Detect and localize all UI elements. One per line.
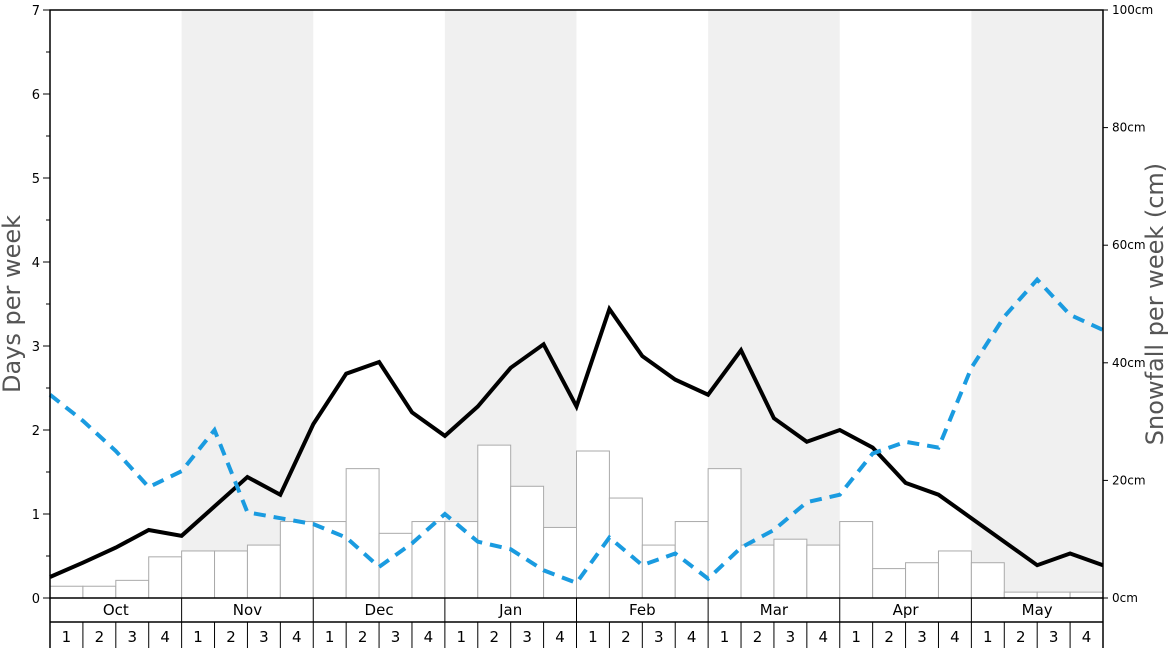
month-shading <box>181 10 1103 598</box>
left-tick-label: 4 <box>32 256 40 271</box>
right-tick-label: 100cm <box>1112 3 1153 17</box>
left-tick-label: 6 <box>32 88 40 103</box>
snowfall-bar <box>345 468 380 599</box>
left-tick-label: 3 <box>32 340 40 355</box>
left-tick-label: 5 <box>32 172 40 187</box>
snowfall-bar <box>477 444 512 599</box>
week-label: 1 <box>851 628 861 646</box>
week-label: 1 <box>457 628 467 646</box>
month-label: Nov <box>233 601 262 619</box>
snowfall-bar <box>543 526 577 599</box>
right-tick-label: 20cm <box>1112 473 1146 487</box>
left-tick-label: 7 <box>32 4 40 19</box>
snowfall-bar <box>1036 591 1071 599</box>
snowfall-bar <box>214 550 248 599</box>
snowfall-bar <box>1069 591 1104 599</box>
week-label: 2 <box>95 628 105 646</box>
line-series <box>48 276 1104 586</box>
right-tick-label: 40cm <box>1112 356 1146 370</box>
week-label: 2 <box>1016 628 1026 646</box>
right-tick-label: 0cm <box>1112 591 1138 605</box>
snowfall-bar <box>970 562 1005 599</box>
week-label: 2 <box>226 628 236 646</box>
snowfall-bar <box>773 538 808 599</box>
solid-series-line <box>49 304 1104 579</box>
snowfall-bar <box>49 585 84 599</box>
week-label: 1 <box>983 628 993 646</box>
month-label: Dec <box>365 601 394 619</box>
month-label: Feb <box>629 601 656 619</box>
snowfall-bar <box>115 579 150 599</box>
week-label: 1 <box>588 628 598 646</box>
snowfall-bar <box>872 568 907 599</box>
week-label: 1 <box>720 628 730 646</box>
month-label: May <box>1022 601 1053 619</box>
week-label: 3 <box>1049 628 1059 646</box>
week-label: 4 <box>687 628 697 646</box>
snowfall-bar <box>839 521 874 599</box>
snowfall-bar <box>937 550 972 599</box>
month-label: Oct <box>103 601 129 619</box>
snowfall-bar <box>246 544 281 599</box>
week-label: 4 <box>1082 628 1092 646</box>
week-label: 4 <box>160 628 170 646</box>
month-label: Apr <box>893 601 920 619</box>
week-label: 1 <box>193 628 203 646</box>
week-label: 3 <box>654 628 664 646</box>
week-label: 4 <box>292 628 302 646</box>
dashed-series-line <box>48 276 1104 586</box>
snowfall-bar <box>641 544 676 599</box>
snowfall-bar <box>312 521 347 599</box>
right-tick-label: 60cm <box>1112 238 1146 252</box>
left-tick-label: 2 <box>32 424 40 439</box>
week-label: 3 <box>259 628 269 646</box>
week-label: 4 <box>819 628 829 646</box>
week-label: 1 <box>325 628 335 646</box>
week-label: 4 <box>555 628 565 646</box>
snowfall-bar <box>510 485 545 599</box>
snowfall-bar <box>905 562 939 599</box>
right-axis-label: Snowfall per week (cm) <box>1141 163 1168 445</box>
week-label: 2 <box>489 628 499 646</box>
week-label: 2 <box>358 628 368 646</box>
snowfall-bar <box>82 585 117 599</box>
week-label: 3 <box>522 628 532 646</box>
left-tick-label: 0 <box>32 592 40 607</box>
snowfall-bar <box>1003 591 1038 599</box>
week-label: 2 <box>884 628 894 646</box>
month-week-axis: Oct 1 2 3 4 Nov 1 2 3 4 Dec 1 2 3 4 Jan 1 2 3 4 Feb 1 2 3 4 Mar 1 2… <box>49 598 1104 648</box>
month-label: Mar <box>760 601 789 619</box>
week-label: 4 <box>950 628 960 646</box>
snowfall-bar <box>148 556 183 599</box>
snowfall-bars <box>49 444 1104 599</box>
week-label: 3 <box>917 628 927 646</box>
snowfall-bar <box>806 544 841 599</box>
month-band-nov <box>181 10 314 598</box>
week-label: 3 <box>391 628 401 646</box>
week-label: 3 <box>786 628 796 646</box>
left-axis-label: Days per week <box>0 215 26 393</box>
snowfall-bar <box>411 521 446 599</box>
snowfall-bar <box>608 497 643 599</box>
snowfall-bar <box>707 468 742 599</box>
snowfall-bar <box>444 521 479 599</box>
left-tick-label: 1 <box>32 508 40 523</box>
snowfall-bar <box>740 544 775 599</box>
snowfall-bar <box>279 521 314 599</box>
week-label: 3 <box>127 628 137 646</box>
week-label: 2 <box>753 628 763 646</box>
month-label: Jan <box>498 601 522 619</box>
snowfall-bar <box>181 550 216 599</box>
month-band-may <box>971 10 1103 598</box>
right-tick-label: 80cm <box>1112 121 1146 135</box>
week-label: 2 <box>621 628 631 646</box>
snowfall-bar <box>674 521 709 599</box>
week-label: 1 <box>62 628 72 646</box>
week-label: 4 <box>424 628 434 646</box>
